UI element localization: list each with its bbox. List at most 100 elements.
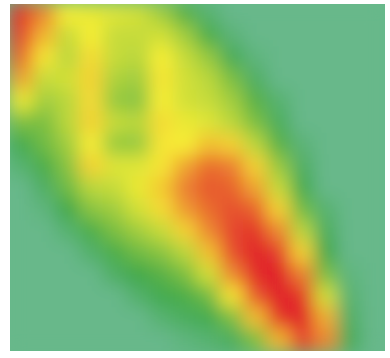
heatmap-cell-r8-c3	[79, 176, 105, 201]
heatmap-cell-r9-c5	[126, 198, 152, 222]
heatmap-cell-r15-c15	[360, 328, 385, 351]
heatmap-cell-r13-c8	[196, 284, 222, 309]
heatmap-cell-r2-c9	[219, 46, 246, 71]
heatmap-cell-r13-c3	[79, 284, 105, 309]
heatmap-cell-r8-c9	[219, 176, 246, 201]
heatmap-cell-r6-c14	[337, 133, 363, 157]
heatmap-cell-r1-c9	[219, 24, 246, 49]
heatmap-cell-r1-c1	[32, 24, 58, 49]
heatmap-cell-r8-c2	[55, 176, 82, 201]
heatmap-cell-r2-c0	[10, 46, 35, 71]
heatmap-cell-r7-c11	[266, 154, 293, 179]
heatmap-cell-r11-c7	[173, 241, 199, 266]
heatmap-cell-r3-c5	[126, 68, 152, 92]
heatmap-cell-r14-c11	[266, 306, 293, 331]
heatmap-cell-r4-c5	[126, 89, 152, 114]
heatmap-cell-r9-c15	[360, 198, 385, 222]
heatmap-cell-r13-c11	[266, 284, 293, 309]
heatmap-cell-r0-c8	[196, 4, 222, 27]
heatmap-cell-r7-c8	[196, 154, 222, 179]
heatmap-cell-r3-c15	[360, 68, 385, 92]
heatmap-chart	[10, 4, 385, 351]
heatmap-cell-r15-c4	[102, 328, 129, 351]
heatmap-cell-r9-c14	[337, 198, 363, 222]
heatmap-cell-r7-c5	[126, 154, 152, 179]
heatmap-cell-r0-c0	[10, 4, 35, 27]
heatmap-cell-r13-c9	[219, 284, 246, 309]
heatmap-cell-r11-c3	[79, 241, 105, 266]
heatmap-cell-r9-c8	[196, 198, 222, 222]
heatmap-cell-r2-c15	[360, 46, 385, 71]
heatmap-cell-r10-c6	[149, 219, 176, 244]
heatmap-cell-r9-c1	[32, 198, 58, 222]
heatmap-cell-r1-c13	[313, 24, 340, 49]
heatmap-cell-r5-c2	[55, 111, 82, 136]
heatmap-cell-r5-c4	[102, 111, 129, 136]
heatmap-cell-r5-c13	[313, 111, 340, 136]
heatmap-cell-r15-c13	[313, 328, 340, 351]
heatmap-cell-r6-c1	[32, 133, 58, 157]
heatmap-cell-r5-c6	[149, 111, 176, 136]
heatmap-cell-r8-c1	[32, 176, 58, 201]
heatmap-cell-r4-c4	[102, 89, 129, 114]
heatmap-cell-r12-c6	[149, 263, 176, 287]
heatmap-cell-r11-c9	[219, 241, 246, 266]
heatmap-cell-r14-c9	[219, 306, 246, 331]
heatmap-cell-r7-c13	[313, 154, 340, 179]
heatmap-cell-r3-c10	[243, 68, 269, 92]
heatmap-cell-r9-c2	[55, 198, 82, 222]
heatmap-cell-r11-c5	[126, 241, 152, 266]
heatmap-cell-r0-c6	[149, 4, 176, 27]
heatmap-cell-r6-c7	[173, 133, 199, 157]
heatmap-cell-r8-c8	[196, 176, 222, 201]
heatmap-cell-r12-c10	[243, 263, 269, 287]
heatmap-cell-r0-c1	[32, 4, 58, 27]
heatmap-cell-r11-c11	[266, 241, 293, 266]
heatmap-cell-r0-c5	[126, 4, 152, 27]
heatmap-cell-r14-c8	[196, 306, 222, 331]
heatmap-cell-r0-c4	[102, 4, 129, 27]
heatmap-cell-r10-c1	[32, 219, 58, 244]
heatmap-cell-r11-c4	[102, 241, 129, 266]
heatmap-cell-r2-c14	[337, 46, 363, 71]
heatmap-cell-r7-c6	[149, 154, 176, 179]
heatmap-cell-r4-c3	[79, 89, 105, 114]
heatmap-cell-r0-c3	[79, 4, 105, 27]
heatmap-cell-r13-c13	[313, 284, 340, 309]
heatmap-cell-r9-c7	[173, 198, 199, 222]
heatmap-cell-r4-c14	[337, 89, 363, 114]
heatmap-cell-r12-c1	[32, 263, 58, 287]
heatmap-cell-r12-c2	[55, 263, 82, 287]
heatmap-cell-r5-c5	[126, 111, 152, 136]
heatmap-cell-r10-c4	[102, 219, 129, 244]
heatmap-cell-r0-c13	[313, 4, 340, 27]
heatmap-cell-r13-c0	[10, 284, 35, 309]
heatmap-cell-r4-c12	[290, 89, 316, 114]
heatmap-cell-r11-c2	[55, 241, 82, 266]
heatmap-cell-r0-c15	[360, 4, 385, 27]
heatmap-cell-r11-c14	[337, 241, 363, 266]
heatmap-cell-r5-c14	[337, 111, 363, 136]
heatmap-cell-r14-c4	[102, 306, 129, 331]
heatmap-cell-r14-c5	[126, 306, 152, 331]
heatmap-cell-r10-c7	[173, 219, 199, 244]
heatmap-cell-r6-c3	[79, 133, 105, 157]
heatmap-cell-r7-c10	[243, 154, 269, 179]
heatmap-cell-r5-c7	[173, 111, 199, 136]
heatmap-cell-r12-c13	[313, 263, 340, 287]
heatmap-cell-r12-c4	[102, 263, 129, 287]
heatmap-cell-r2-c13	[313, 46, 340, 71]
heatmap-cell-r10-c14	[337, 219, 363, 244]
heatmap-cell-r5-c10	[243, 111, 269, 136]
heatmap-cell-r4-c10	[243, 89, 269, 114]
heatmap-cell-r10-c10	[243, 219, 269, 244]
heatmap-cell-r4-c6	[149, 89, 176, 114]
heatmap-cell-r4-c8	[196, 89, 222, 114]
heatmap-cell-r11-c8	[196, 241, 222, 266]
heatmap-cell-r3-c13	[313, 68, 340, 92]
heatmap-cell-r10-c2	[55, 219, 82, 244]
heatmap-cell-r1-c12	[290, 24, 316, 49]
heatmap-cell-r11-c12	[290, 241, 316, 266]
heatmap-cell-r14-c10	[243, 306, 269, 331]
heatmap-cell-r9-c10	[243, 198, 269, 222]
